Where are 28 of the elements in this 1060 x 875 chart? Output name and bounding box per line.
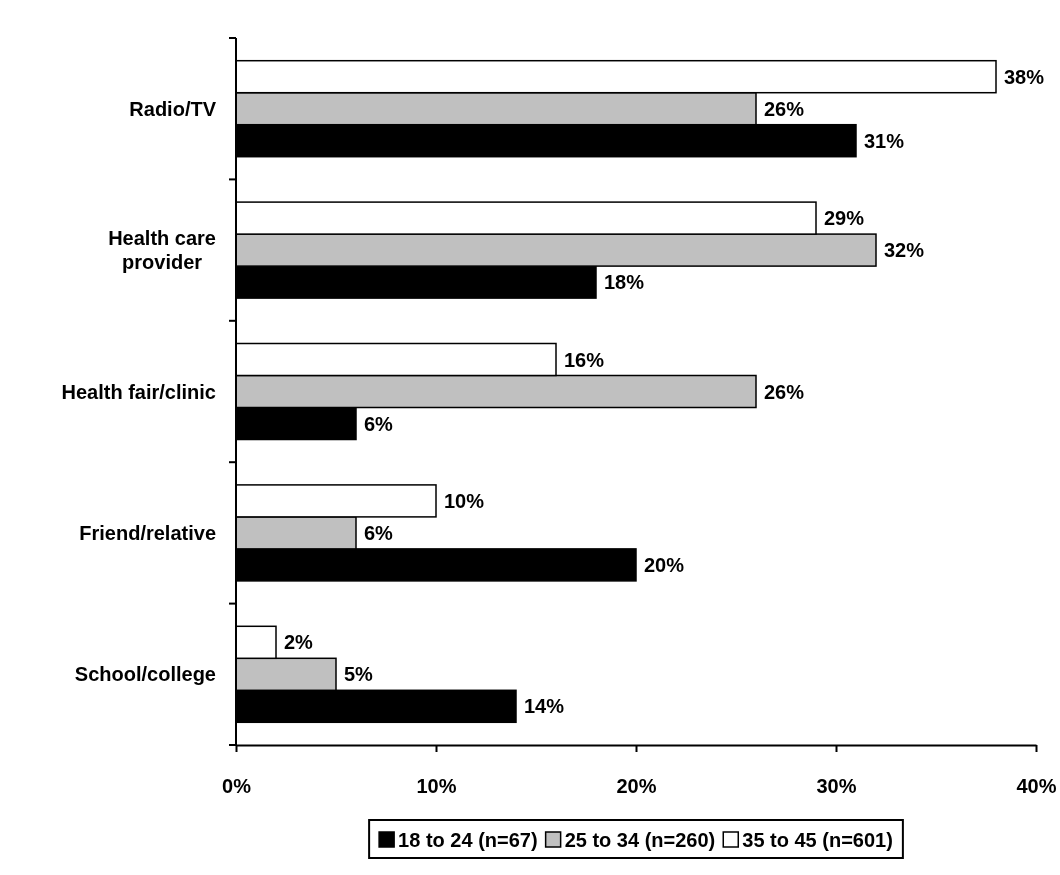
- x-tick-label: 10%: [416, 775, 457, 797]
- data-label: 16%: [564, 348, 605, 371]
- legend-label: 35 to 45 (n=601): [742, 829, 893, 851]
- data-label: 26%: [764, 97, 805, 120]
- data-label: 6%: [364, 521, 394, 544]
- data-label: 2%: [284, 631, 314, 654]
- data-label: 32%: [884, 239, 925, 262]
- x-tick-label: 20%: [616, 775, 657, 797]
- y-tick-label: Radio/TV: [129, 97, 217, 120]
- data-label: 26%: [764, 380, 805, 403]
- data-label: 10%: [444, 489, 485, 512]
- data-label: 6%: [364, 412, 394, 435]
- data-label: 31%: [864, 129, 905, 152]
- x-tick-label: 40%: [1016, 775, 1057, 797]
- y-tick-label: School/college: [74, 663, 216, 686]
- data-label: 29%: [824, 207, 865, 230]
- data-label: 20%: [644, 553, 685, 576]
- x-tick-label: 30%: [816, 775, 857, 797]
- y-tick-label: Health care provider: [108, 227, 216, 274]
- data-label: 38%: [1004, 65, 1045, 88]
- data-label: 5%: [344, 663, 374, 686]
- legend-label: 25 to 34 (n=260): [564, 829, 716, 851]
- data-label: 18%: [604, 271, 645, 294]
- y-tick-label: Friend/relative: [79, 521, 216, 544]
- y-tick-label: Health fair/clinic: [61, 380, 216, 403]
- x-tick-label: 0%: [222, 775, 252, 797]
- data-label: 14%: [524, 695, 565, 718]
- legend-label: 18 to 24 (n=67): [398, 829, 538, 851]
